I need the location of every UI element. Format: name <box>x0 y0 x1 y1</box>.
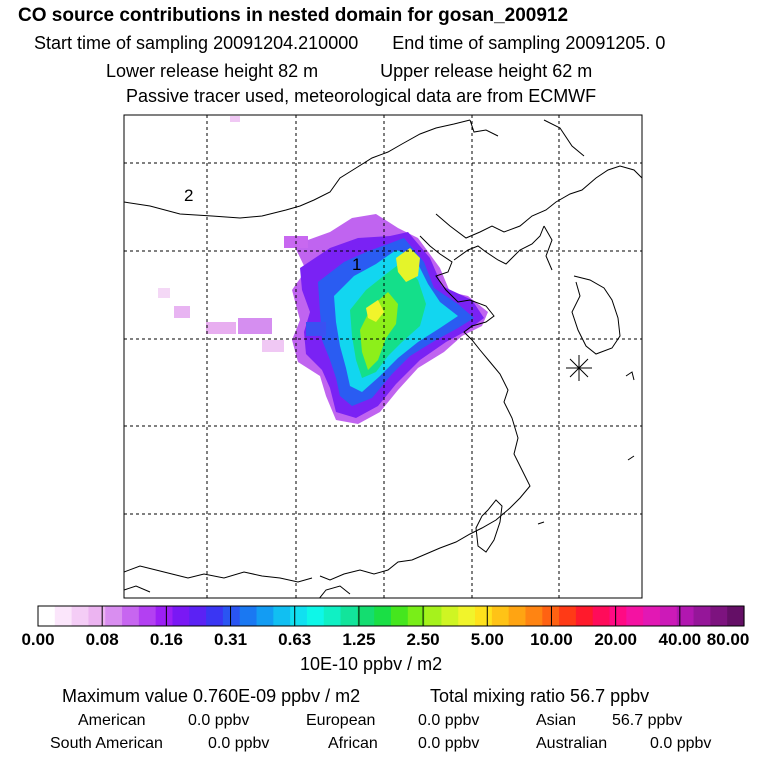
region-label-2: 2 <box>184 186 193 205</box>
receptor-marker-icon <box>566 355 592 381</box>
region-south-american-value: 0.0 ppbv <box>208 735 270 752</box>
total-mixing-ratio: Total mixing ratio 56.7 ppbv <box>430 686 650 706</box>
colorbar-tick-label: 0.31 <box>213 630 248 649</box>
region-european-label: European <box>306 712 376 729</box>
region-american-label: American <box>78 712 146 729</box>
map-frame <box>123 114 643 599</box>
release-heights: Lower release height 82 m Upper release h… <box>106 61 592 81</box>
region-australian-label: Australian <box>536 735 608 752</box>
region-south-american-label: South American <box>50 735 163 752</box>
region-asian-label: Asian <box>536 712 577 729</box>
region-australian-value: 0.0 ppbv <box>650 735 712 752</box>
lower-release-label: Lower release height 82 m <box>106 61 319 81</box>
colorbar-tick-label: 0.63 <box>278 630 312 649</box>
colorbar-tick-label: 0.00 <box>21 630 55 649</box>
region-african-value: 0.0 ppbv <box>418 735 480 752</box>
colorbar-tick-label: 5.00 <box>470 630 504 649</box>
graticule <box>124 115 642 598</box>
region-african-label: African <box>328 735 378 752</box>
colorbar-tick-label: 2.50 <box>406 630 440 649</box>
upper-release-label: Upper release height 62 m <box>380 61 593 81</box>
colorbar-tick-label: 80.00 <box>706 630 750 649</box>
colorbar-tick-label: 0.08 <box>85 630 119 649</box>
maximum-value: Maximum value 0.760E-09 ppbv / m2 <box>62 686 361 706</box>
tracer-info: Passive tracer used, meteorological data… <box>126 86 597 106</box>
colorbar-tick-label: 40.00 <box>658 630 702 649</box>
plot-title: CO source contributions in nested domain… <box>18 5 569 26</box>
coastlines <box>124 119 642 598</box>
colorbar-tick-label: 10.00 <box>530 630 573 649</box>
region-european-value: 0.0 ppbv <box>418 712 480 729</box>
region-american-value: 0.0 ppbv <box>188 712 250 729</box>
colorbar-tick-label: 1.25 <box>342 630 376 649</box>
region-label-1: 1 <box>352 255 361 274</box>
colorbar-units: 10E-10 ppbv / m2 <box>300 654 443 674</box>
region-asian-value: 56.7 ppbv <box>612 712 683 729</box>
sampling-times: Start time of sampling 20091204.210000 En… <box>34 33 665 53</box>
colorbar-tick-label: 0.16 <box>149 630 183 649</box>
colorbar-tick-label: 20.00 <box>594 630 637 649</box>
start-time-label: Start time of sampling 20091204.210000 <box>34 33 359 53</box>
end-time-label: End time of sampling 20091205. 0 <box>392 33 666 53</box>
